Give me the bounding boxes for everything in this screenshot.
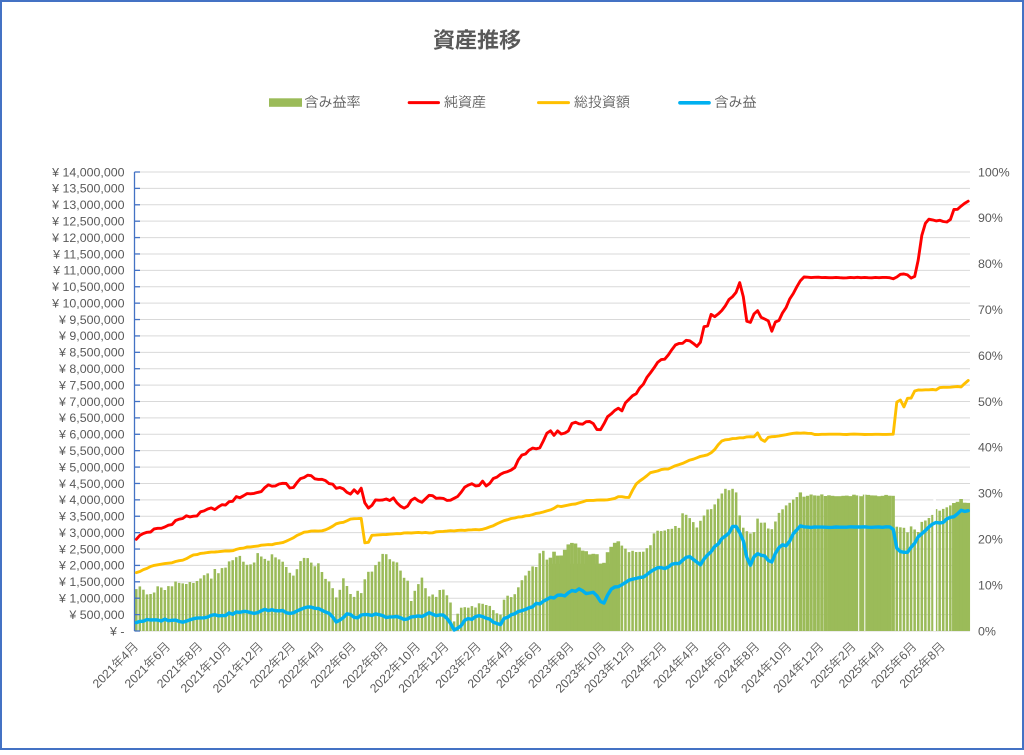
svg-text:¥ 9,500,000: ¥ 9,500,000 — [58, 313, 125, 327]
svg-text:¥ 5,500,000: ¥ 5,500,000 — [58, 444, 125, 458]
svg-text:20%: 20% — [978, 533, 1003, 547]
svg-text:¥ 500,000: ¥ 500,000 — [68, 608, 124, 622]
svg-text:¥ 3,000,000: ¥ 3,000,000 — [58, 526, 125, 540]
svg-text:¥ 7,500,000: ¥ 7,500,000 — [58, 378, 125, 392]
svg-text:¥ 3,500,000: ¥ 3,500,000 — [58, 510, 125, 524]
svg-text:50%: 50% — [978, 395, 1003, 409]
svg-text:¥ 12,000,000: ¥ 12,000,000 — [51, 231, 124, 245]
svg-text:¥ 7,000,000: ¥ 7,000,000 — [58, 395, 125, 409]
svg-text:¥ 13,000,000: ¥ 13,000,000 — [51, 198, 124, 212]
svg-text:30%: 30% — [978, 487, 1003, 501]
svg-text:¥ 12,500,000: ¥ 12,500,000 — [51, 215, 124, 229]
svg-text:¥ 5,000,000: ¥ 5,000,000 — [58, 460, 125, 474]
svg-text:¥ 13,500,000: ¥ 13,500,000 — [51, 182, 124, 196]
svg-text:100%: 100% — [978, 165, 1010, 179]
svg-text:¥ 14,000,000: ¥ 14,000,000 — [51, 165, 124, 179]
svg-text:¥ 6,500,000: ¥ 6,500,000 — [58, 411, 125, 425]
svg-text:¥ 9,000,000: ¥ 9,000,000 — [58, 329, 125, 343]
svg-text:¥ 8,500,000: ¥ 8,500,000 — [58, 346, 125, 360]
svg-text:¥ 1,000,000: ¥ 1,000,000 — [58, 592, 125, 606]
svg-text:¥ 10,000,000: ¥ 10,000,000 — [51, 296, 124, 310]
svg-text:¥ 8,000,000: ¥ 8,000,000 — [58, 362, 125, 376]
svg-text:0%: 0% — [978, 624, 996, 638]
svg-text:¥ 2,500,000: ¥ 2,500,000 — [58, 542, 125, 556]
svg-text:40%: 40% — [978, 441, 1003, 455]
svg-text:¥ 11,500,000: ¥ 11,500,000 — [52, 247, 125, 261]
svg-text:¥ 11,000,000: ¥ 11,000,000 — [52, 264, 125, 278]
svg-text:90%: 90% — [978, 211, 1003, 225]
svg-text:¥ 1,500,000: ¥ 1,500,000 — [58, 575, 125, 589]
svg-text:¥ -: ¥ - — [109, 624, 124, 638]
svg-text:¥ 2,000,000: ¥ 2,000,000 — [58, 559, 125, 573]
svg-text:¥ 10,500,000: ¥ 10,500,000 — [51, 280, 124, 294]
svg-text:80%: 80% — [978, 257, 1003, 271]
svg-text:¥ 4,500,000: ¥ 4,500,000 — [58, 477, 125, 491]
svg-text:¥ 6,000,000: ¥ 6,000,000 — [58, 428, 125, 442]
svg-text:10%: 10% — [978, 578, 1003, 592]
svg-text:¥ 4,000,000: ¥ 4,000,000 — [58, 493, 125, 507]
svg-text:70%: 70% — [978, 303, 1003, 317]
svg-text:60%: 60% — [978, 349, 1003, 363]
